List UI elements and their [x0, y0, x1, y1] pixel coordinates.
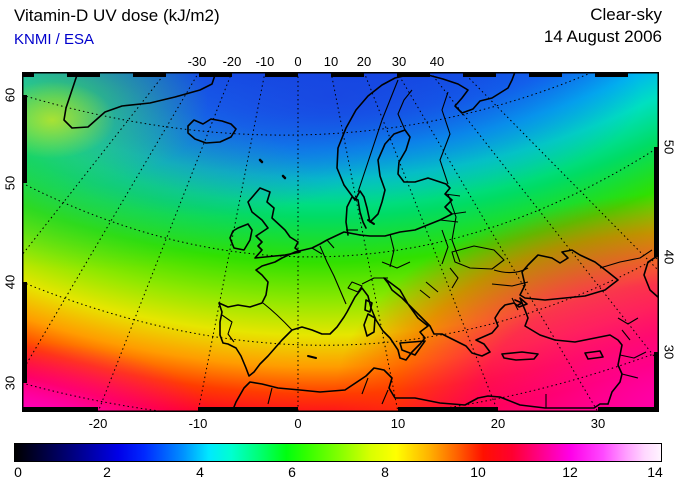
- map-frame: [22, 72, 659, 412]
- top-axis-tick: -20: [222, 54, 242, 69]
- date-label: 14 August 2006: [543, 27, 662, 46]
- graticule-layer: [22, 72, 659, 412]
- right-axis-tick: 30: [661, 344, 677, 360]
- colorbar-tick: 14: [647, 464, 663, 480]
- left-axis-tick: 40: [2, 274, 18, 290]
- credit-label: KNMI / ESA: [14, 31, 95, 48]
- condition-label: Clear-sky: [590, 5, 662, 24]
- left-axis-tick: 50: [2, 175, 18, 191]
- left-axis-tick: 30: [2, 375, 18, 391]
- top-axis-tick: -10: [255, 54, 275, 69]
- colorbar-tick: 4: [196, 464, 204, 480]
- bottom-axis-tick: -20: [88, 416, 108, 431]
- colorbar-gradient: [14, 443, 662, 462]
- colorbar-tick: 6: [288, 464, 296, 480]
- top-axis-tick: 30: [391, 54, 407, 69]
- colorbar-tick: 10: [470, 464, 486, 480]
- top-axis-tick: -30: [187, 54, 207, 69]
- colorbar-tick: 12: [562, 464, 578, 480]
- colorbar-tick: 2: [103, 464, 111, 480]
- top-axis-tick: 20: [356, 54, 372, 69]
- colorbar-tick: 0: [14, 464, 22, 480]
- bottom-axis-tick: 0: [294, 416, 302, 431]
- page-title: Vitamin-D UV dose (kJ/m2): [14, 6, 220, 25]
- top-axis-tick: 0: [294, 54, 302, 69]
- bottom-axis-tick: 10: [390, 416, 406, 431]
- map-panel: [22, 72, 659, 412]
- coastline-layer: [63, 72, 659, 412]
- left-axis-tick: 60: [2, 87, 18, 103]
- bottom-axis-tick: 30: [590, 416, 606, 431]
- bottom-axis-tick: -10: [188, 416, 208, 431]
- map-overlay: [22, 72, 659, 412]
- bottom-axis-tick: 20: [490, 416, 506, 431]
- right-axis-tick: 50: [661, 139, 677, 155]
- colorbar-tick: 8: [381, 464, 389, 480]
- right-axis-tick: 40: [661, 249, 677, 265]
- uv-dose-color-field: [22, 72, 659, 412]
- borders-layer: [221, 79, 653, 408]
- top-axis-tick: 10: [323, 54, 339, 69]
- top-axis-tick: 40: [429, 54, 445, 69]
